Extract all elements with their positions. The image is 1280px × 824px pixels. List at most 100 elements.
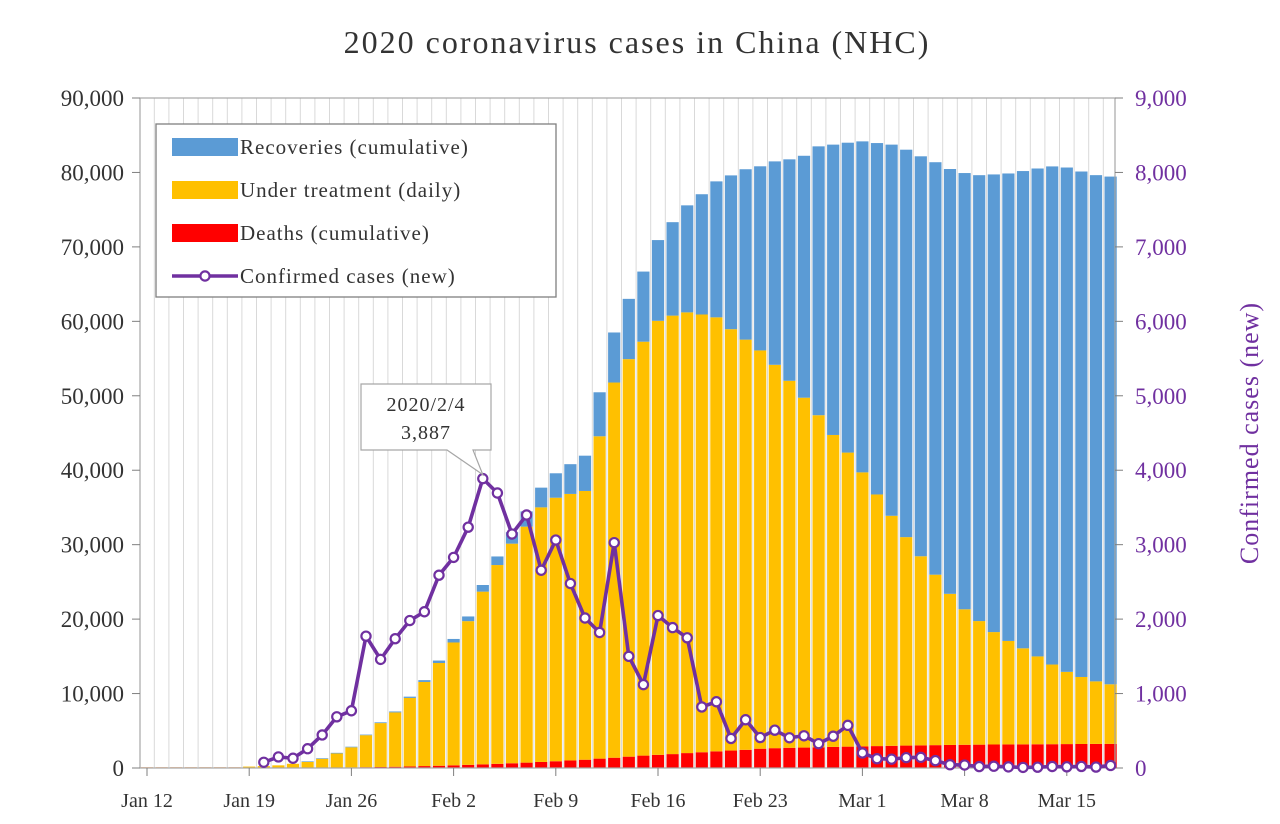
bar-deaths: [651, 754, 665, 768]
legend-swatch: [172, 181, 238, 199]
bar-recoveries: [1104, 176, 1117, 685]
bar-under: [447, 642, 460, 766]
legend-label: Confirmed cases (new): [240, 264, 456, 288]
confirmed-cases-marker: [623, 650, 635, 663]
right-tick-label: 5,000: [1135, 384, 1187, 409]
bar-deaths: [418, 766, 431, 768]
bar-deaths: [462, 764, 475, 768]
bar-deaths: [754, 748, 767, 768]
bar-under: [973, 621, 986, 745]
callout-date: 2020/2/4: [386, 394, 465, 416]
bar-recoveries: [447, 638, 460, 643]
bar-under: [578, 490, 592, 760]
left-tick-label: 80,000: [61, 160, 124, 185]
bar-under: [929, 574, 942, 746]
bar-under: [462, 621, 475, 765]
confirmed-cases-marker: [477, 472, 489, 485]
bar-recoveries: [724, 175, 738, 330]
confirmed-cases-marker: [842, 719, 854, 732]
bar-deaths: [841, 746, 854, 768]
bar-under: [1046, 664, 1059, 745]
bar-under: [301, 761, 314, 768]
bar-recoveries: [301, 761, 314, 762]
bar-recoveries: [797, 155, 811, 398]
confirmed-cases-marker: [564, 577, 577, 590]
bar-recoveries: [1075, 171, 1088, 677]
right-tick-label: 4,000: [1135, 458, 1187, 483]
bar-recoveries: [666, 222, 679, 316]
bar-under: [593, 436, 606, 759]
bar-deaths: [622, 756, 635, 768]
confirmed-cases-marker: [929, 754, 942, 767]
right-tick-label: 9,000: [1135, 86, 1187, 111]
bar-recoveries: [783, 159, 796, 381]
bar-recoveries: [651, 240, 665, 321]
bar-under: [651, 320, 665, 755]
confirmed-cases-marker: [812, 737, 825, 750]
bar-under: [797, 397, 811, 748]
x-tick-label: Mar 8: [940, 790, 988, 812]
bar-recoveries: [914, 156, 927, 557]
bar-recoveries: [987, 174, 1000, 633]
bar-deaths: [710, 751, 723, 768]
bar-under: [695, 314, 708, 753]
right-tick-label: 0: [1135, 756, 1147, 781]
bar-under: [637, 341, 650, 756]
x-tick-label: Feb 9: [533, 790, 578, 812]
bar-recoveries: [739, 169, 752, 340]
bar-under: [1002, 640, 1015, 745]
confirmed-cases-marker: [374, 653, 387, 666]
bar-deaths: [549, 761, 562, 768]
callout-box: [360, 383, 492, 477]
confirmed-cases-marker: [681, 632, 693, 644]
bar-deaths: [1031, 744, 1044, 768]
bar-under: [724, 329, 738, 751]
confirmed-cases-marker: [1090, 761, 1102, 773]
bar-under: [1060, 671, 1073, 745]
bar-under: [783, 380, 796, 748]
confirmed-cases-marker: [316, 729, 328, 741]
left-tick-label: 50,000: [61, 384, 124, 409]
confirmed-cases-marker: [345, 705, 358, 717]
bar-deaths: [432, 765, 446, 768]
confirmed-cases-marker: [915, 751, 927, 764]
confirmed-cases-marker: [666, 621, 679, 634]
bar-recoveries: [973, 175, 986, 622]
bar-deaths: [739, 749, 752, 768]
bar-under: [243, 766, 256, 768]
bar-deaths: [637, 755, 650, 768]
confirmed-cases-marker: [798, 730, 810, 742]
right-tick-label: 1,000: [1135, 682, 1187, 707]
bar-under: [987, 632, 1000, 745]
bar-under: [316, 758, 329, 768]
confirmed-cases-marker: [769, 724, 781, 736]
bar-deaths: [827, 746, 840, 768]
confirmed-cases-marker: [1075, 760, 1088, 773]
confirmed-cases-marker: [404, 614, 416, 627]
left-tick-label: 90,000: [61, 86, 124, 111]
bar-recoveries: [608, 332, 621, 383]
bar-recoveries: [1089, 175, 1103, 682]
bar-under: [389, 712, 402, 767]
bar-under: [827, 434, 840, 747]
bar-under: [841, 452, 854, 747]
confirmed-cases-marker: [1046, 760, 1058, 773]
confirmed-cases-marker: [418, 606, 431, 618]
confirmed-cases-marker: [491, 487, 504, 499]
bar-under: [432, 663, 446, 766]
bar-deaths: [491, 763, 504, 768]
bar-under: [345, 747, 358, 768]
confirmed-cases-marker: [1061, 761, 1073, 773]
legend-marker: [199, 270, 211, 282]
bar-recoveries: [929, 162, 942, 575]
bar-recoveries: [710, 181, 723, 318]
bar-recoveries: [958, 173, 971, 610]
bar-recoveries: [549, 473, 562, 498]
bar-deaths: [812, 747, 825, 768]
bar-deaths: [476, 764, 489, 768]
left-tick-label: 10,000: [61, 682, 124, 707]
bar-deaths: [608, 757, 621, 768]
bar-recoveries: [1002, 173, 1015, 641]
right-tick-label: 7,000: [1135, 235, 1187, 260]
